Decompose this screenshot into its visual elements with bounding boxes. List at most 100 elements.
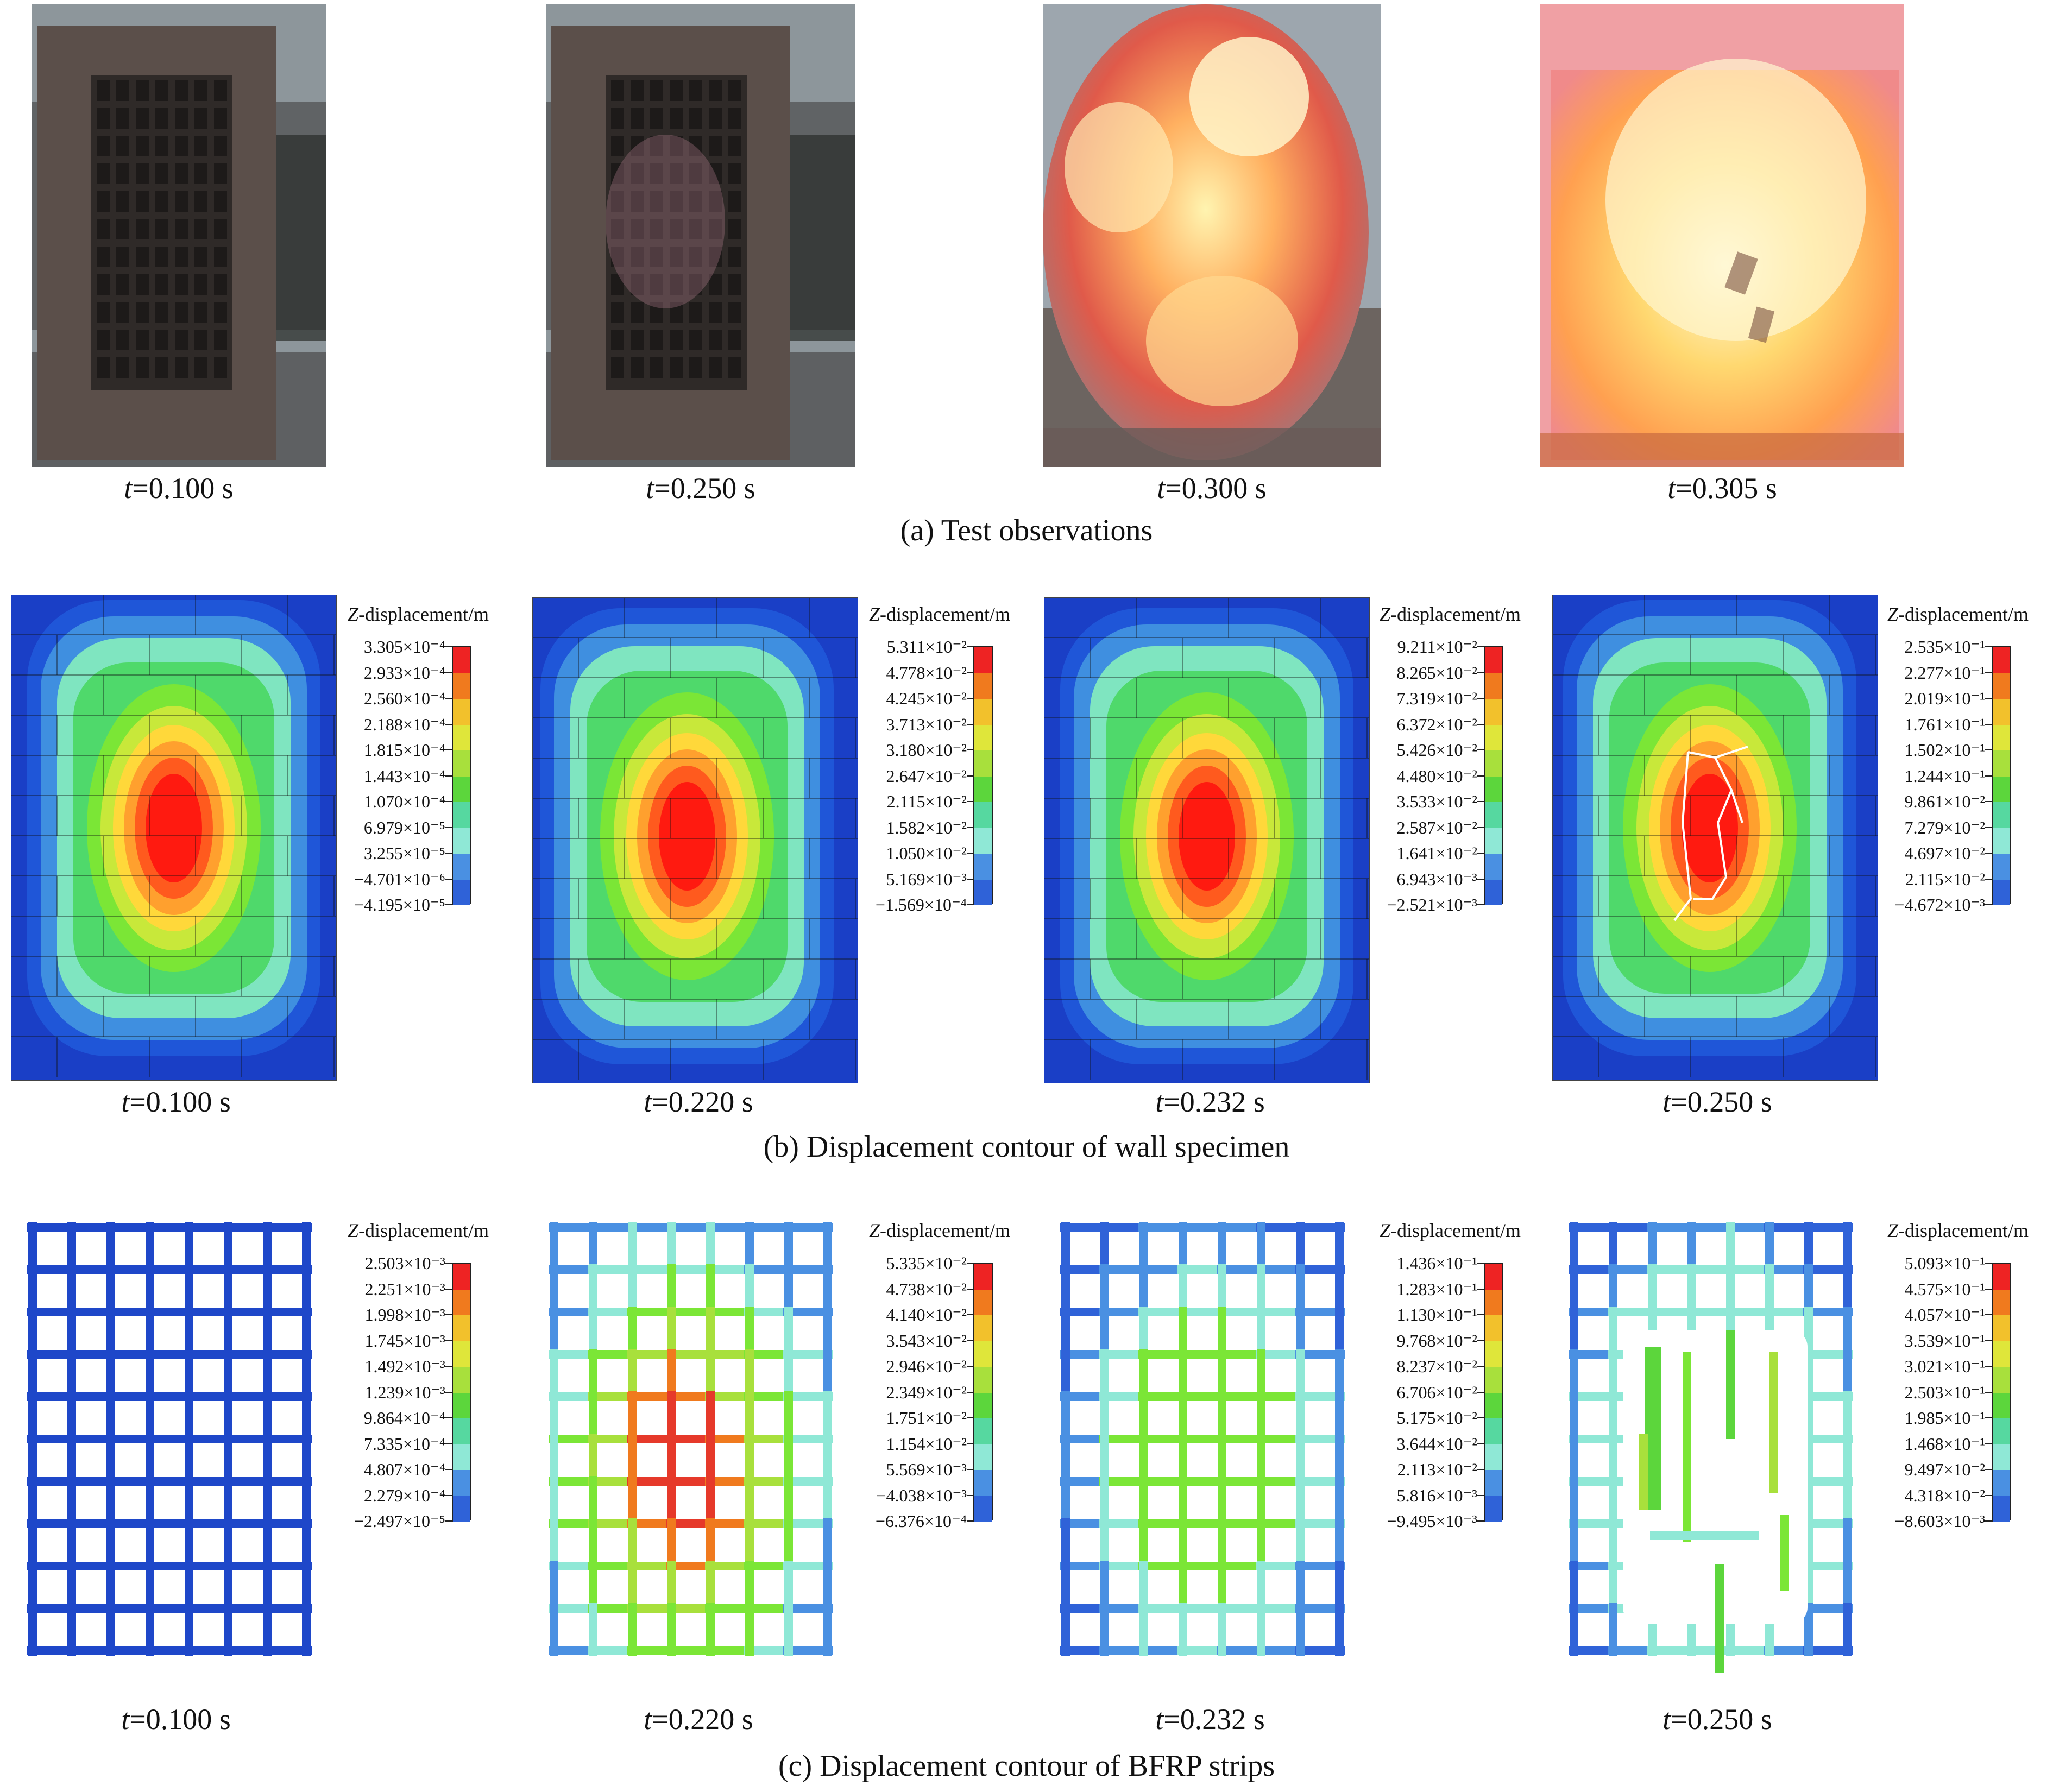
- grid-hole: [136, 219, 149, 239]
- legend-color-segment: [453, 1341, 470, 1367]
- time-label: t=0.220 s: [644, 1086, 753, 1118]
- grid-hole: [136, 191, 149, 212]
- bfrp-horizontal-strip: [1295, 1604, 1345, 1613]
- legend-color-segment: [1485, 750, 1502, 777]
- grid-hole: [650, 191, 663, 212]
- bfrp-horizontal-strip: [184, 1265, 234, 1274]
- bfrp-horizontal-strip: [1803, 1604, 1853, 1613]
- bfrp-vertical-strip: [784, 1349, 793, 1402]
- bfrp-horizontal-strip: [1060, 1604, 1110, 1613]
- legend-tick-mark: [445, 1391, 453, 1393]
- legend-title: Z-displacement/m: [1380, 603, 1521, 625]
- bfrp-horizontal-strip: [705, 1223, 755, 1232]
- grid-hole: [136, 302, 149, 323]
- legend-color-segment: [453, 879, 470, 905]
- legend-color-segment: [1485, 879, 1502, 905]
- legend-color-segment: [1993, 699, 2010, 725]
- legend-tick-label: 3.543×10⁻²: [886, 1330, 967, 1351]
- bfrp-vertical-strip: [106, 1603, 115, 1656]
- legend-tick-label: 9.768×10⁻²: [1396, 1330, 1477, 1351]
- bfrp-horizontal-strip: [1256, 1308, 1306, 1316]
- bfrp-horizontal-strip: [1803, 1265, 1853, 1274]
- legend-color-segment: [1485, 854, 1502, 880]
- legend-tick-label: 2.933×10⁻⁴: [363, 662, 445, 683]
- grid-hole: [611, 330, 624, 350]
- bfrp-vertical-strip: [784, 1518, 793, 1572]
- bfrp-horizontal-strip: [588, 1435, 638, 1443]
- bfrp-horizontal-strip: [744, 1392, 794, 1401]
- grid-hole: [214, 80, 227, 101]
- bfrp-horizontal-strip: [105, 1562, 155, 1570]
- bfrp-vertical-strip: [106, 1434, 115, 1487]
- bfrp-vertical-strip: [1335, 1561, 1344, 1614]
- legend-tick-label: 5.175×10⁻²: [1396, 1408, 1477, 1428]
- bfrp-vertical-strip: [106, 1391, 115, 1444]
- bfrp-vertical-strip: [1179, 1434, 1187, 1487]
- time-label: t=0.250 s: [1662, 1703, 1772, 1736]
- bfrp-horizontal-strip: [223, 1350, 273, 1359]
- legend-tick-label: 1.815×10⁻⁴: [363, 740, 445, 760]
- grid-hole: [689, 163, 702, 184]
- legend-color-segment: [1485, 828, 1502, 854]
- legend-tick-mark: [1985, 1288, 1993, 1290]
- bfrp-vertical-strip: [1804, 1603, 1813, 1656]
- legend-tick-label: 1.283×10⁻¹: [1396, 1279, 1477, 1299]
- legend-tick-mark: [445, 1288, 453, 1290]
- bfrp-vertical-strip: [185, 1349, 193, 1402]
- bfrp-horizontal-strip: [783, 1562, 833, 1570]
- bfrp-vertical-strip: [628, 1476, 637, 1529]
- bfrp-horizontal-strip: [1138, 1265, 1188, 1274]
- legend-color-bar: [1484, 1263, 1503, 1522]
- bfrp-horizontal-strip: [1608, 1265, 1658, 1274]
- legend-color-segment: [1485, 1367, 1502, 1393]
- bfrp-vertical-strip: [185, 1603, 193, 1656]
- bfrp-vertical-strip: [106, 1561, 115, 1614]
- bfrp-horizontal-strip: [549, 1519, 599, 1528]
- legend-tick-label: 2.349×10⁻²: [886, 1382, 967, 1402]
- bfrp-horizontal-strip: [1569, 1477, 1619, 1486]
- bfrp-vertical-strip: [1218, 1603, 1226, 1656]
- legend-tick-mark: [967, 1340, 974, 1341]
- bfrp-vertical-strip: [1218, 1434, 1226, 1487]
- bfrp-horizontal-strip: [1647, 1265, 1697, 1274]
- bfrp-horizontal-strip: [1256, 1350, 1306, 1359]
- bfrp-horizontal-strip: [66, 1308, 116, 1316]
- bfrp-vertical-strip: [146, 1307, 154, 1360]
- grid-hole: [214, 219, 227, 239]
- legend-tick-label: 4.318×10⁻²: [1904, 1485, 1985, 1505]
- legend-title: Z-displacement/m: [348, 603, 489, 625]
- bfrp-vertical-strip: [1296, 1603, 1305, 1656]
- bfrp-horizontal-strip: [184, 1308, 234, 1316]
- bfrp-vertical-strip: [823, 1603, 832, 1656]
- bfrp-vertical-strip: [224, 1349, 232, 1402]
- bfrp-horizontal-strip: [66, 1350, 116, 1359]
- bfrp-horizontal-strip: [223, 1562, 273, 1570]
- bfrp-vertical-strip: [1061, 1476, 1070, 1529]
- bfrp-horizontal-strip: [184, 1223, 234, 1232]
- bfrp-vertical-strip: [550, 1264, 558, 1317]
- grid-hole: [689, 330, 702, 350]
- bfrp-horizontal-strip: [1764, 1265, 1814, 1274]
- grid-hole: [175, 330, 188, 350]
- bfrp-vertical-strip: [784, 1391, 793, 1444]
- caption-c: (c) Displacement contour of BFRP strips: [778, 1749, 1275, 1783]
- bfrp-horizontal-strip: [1217, 1350, 1267, 1359]
- bfrp-horizontal-strip: [223, 1646, 273, 1655]
- legend-tick-mark: [1985, 904, 1993, 905]
- bfrp-horizontal-strip: [1803, 1435, 1853, 1443]
- legend-tick-label: 1.641×10⁻²: [1396, 843, 1477, 863]
- legend-color-segment: [1993, 802, 2010, 828]
- grid-hole: [175, 357, 188, 378]
- bfrp-vertical-strip: [784, 1307, 793, 1360]
- bfrp-horizontal-strip: [588, 1519, 638, 1528]
- bfrp-horizontal-strip: [262, 1350, 312, 1359]
- grid-hole: [631, 136, 644, 156]
- bfrp-horizontal-strip: [1099, 1646, 1149, 1655]
- grid-hole: [728, 330, 741, 350]
- legend-tick-label: −2.521×10⁻³: [1387, 895, 1477, 914]
- legend-color-bar: [452, 646, 471, 905]
- bfrp-vertical-strip: [1179, 1561, 1187, 1614]
- strip-fragment: [1639, 1434, 1648, 1510]
- grid-hole: [155, 274, 168, 295]
- legend-color-segment: [1485, 1289, 1502, 1315]
